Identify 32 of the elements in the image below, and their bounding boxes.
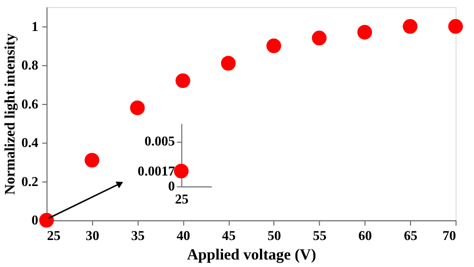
x-tick-label: 50 (267, 228, 282, 244)
point (266, 38, 282, 54)
point (84, 152, 100, 168)
y-tick-label: 0.2 (21, 174, 39, 189)
x-tick-label: 25 (47, 228, 61, 244)
point (39, 212, 54, 228)
x-axis-title: Applied voltage (V) (186, 246, 316, 264)
x-tick-label: 35 (131, 228, 145, 244)
x-tick-label: 70 (442, 228, 456, 244)
y-tick-label: 0.6 (21, 96, 39, 112)
point (402, 19, 418, 34)
y-tick-label: 0.8 (21, 58, 39, 73)
point (220, 56, 236, 71)
y-tick-label: 0.005 (144, 134, 176, 149)
y-tick-label: 0.0017 (138, 163, 176, 178)
y-tick-label: 1 (32, 18, 39, 34)
x-tick-label: 55 (312, 228, 327, 244)
x-tick-label: 25 (174, 191, 189, 206)
x-tick-label: 30 (86, 228, 100, 244)
point (130, 100, 145, 116)
y-axis-title: Normalized light intensity (2, 32, 19, 195)
x-tick-label: 40 (176, 228, 190, 244)
point (176, 73, 190, 88)
y-tick-label: 0 (32, 212, 39, 228)
x-tick-label: 60 (358, 228, 372, 244)
y-tick-label: 0.4 (21, 135, 39, 150)
x-tick-label: 65 (404, 228, 418, 244)
y-tick-label: 0 (168, 178, 176, 194)
point (312, 30, 327, 46)
point (448, 19, 463, 34)
x-tick-label: 45 (222, 228, 236, 244)
point (357, 24, 372, 40)
